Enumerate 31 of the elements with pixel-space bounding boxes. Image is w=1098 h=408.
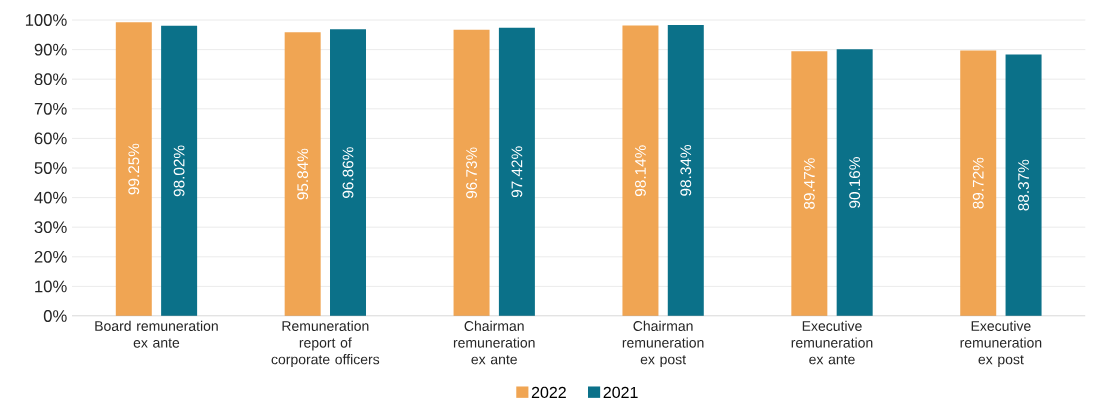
y-tick-label: 20% (34, 250, 67, 263)
data-label: 98.14% (635, 145, 646, 197)
data-label: 98.02% (173, 145, 185, 197)
legend-label: 2022 (531, 386, 566, 399)
x-tick-label: Executive remuneration ex ante (791, 320, 873, 365)
data-label: 99.25% (128, 143, 140, 195)
x-tick-label: Executive remuneration ex post (960, 320, 1042, 368)
y-tick-label: 60% (34, 132, 67, 145)
x-tick-label: Chairman remuneration ex ante (453, 320, 535, 365)
y-tick-label: 40% (34, 191, 67, 204)
y-tick-label: 0% (43, 310, 67, 322)
legend-label: 2021 (603, 386, 638, 399)
x-tick-label: Remuneration report of corporate officers (271, 320, 380, 368)
data-label: 90.16% (849, 157, 861, 208)
x-tick-label: Board remuneration ex ante (95, 320, 218, 348)
y-tick-label: 80% (34, 73, 67, 86)
y-tick-label: 90% (34, 43, 67, 56)
x-tick-label: Chairman remuneration ex post (622, 320, 704, 368)
y-tick-label: 10% (35, 280, 67, 293)
data-label: 98.34% (680, 145, 692, 196)
data-label: 89.72% (972, 157, 984, 209)
y-tick-label: 100% (25, 14, 67, 26)
data-label: 96.86% (342, 147, 354, 198)
data-label: 96.73% (466, 147, 477, 199)
y-tick-label: 30% (34, 221, 67, 234)
y-tick-label: 50% (34, 162, 67, 174)
y-tick-label: 70% (34, 102, 67, 115)
data-label: 95.84% (297, 148, 309, 200)
data-label: 97.42% (511, 146, 523, 198)
data-label: 89.47% (803, 158, 815, 209)
data-label: 88.37% (1018, 159, 1029, 211)
